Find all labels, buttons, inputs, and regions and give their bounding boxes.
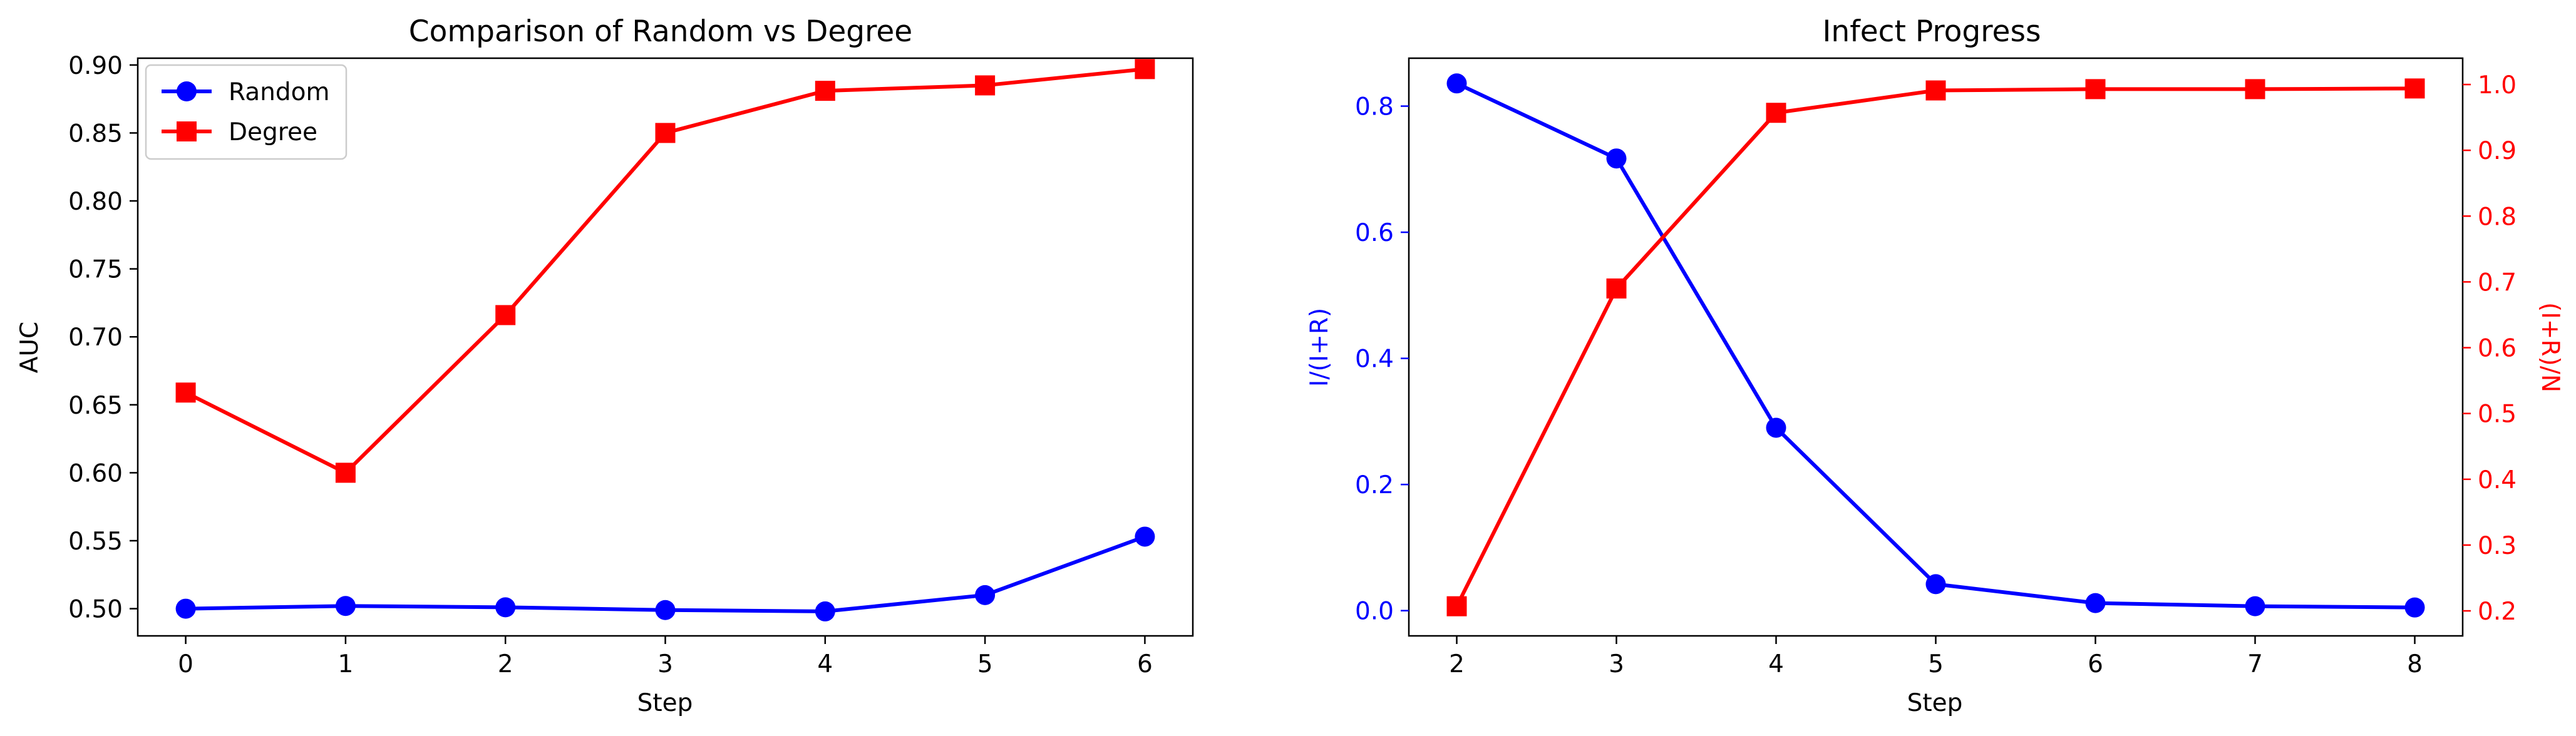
- x-tick-label: 3: [657, 650, 673, 678]
- infected-ratio-series-point: [1766, 417, 1786, 438]
- chart1-y-axis-label: AUC: [16, 322, 44, 373]
- chart2-title: Infect Progress: [1823, 14, 2041, 49]
- y2-tick-label: 0.9: [2478, 137, 2517, 165]
- chart-infect-progress: Infect Progress 0.0 0.2 0.4 0.6 0.8 0.2 0.3 0.…: [1306, 14, 2564, 717]
- y2-tick-label: 0.7: [2478, 268, 2517, 297]
- x-tick-label: 1: [337, 650, 353, 678]
- x-tick-label: 5: [1928, 650, 1944, 678]
- random-series-point: [335, 596, 356, 616]
- y-tick-label: 0.90: [68, 52, 123, 80]
- legend-random-marker: [177, 81, 197, 101]
- x-tick-label: 7: [2247, 650, 2263, 678]
- x-tick-label: 8: [2407, 650, 2423, 678]
- infected-ratio-series-point: [2404, 597, 2425, 618]
- infected-ratio-series-point: [1606, 148, 1627, 169]
- reached-ratio-series-line: [1455, 86, 2415, 608]
- degree-series-point: [495, 305, 516, 325]
- y2-tick-label: 0.3: [2478, 532, 2517, 560]
- infected-ratio-series-point: [1446, 73, 1467, 94]
- random-series-point: [1135, 526, 1155, 547]
- y-tick-label: 0.2: [1355, 471, 1394, 499]
- reached-ratio-series-point: [1925, 80, 1946, 101]
- y2-tick-label: 0.8: [2478, 203, 2517, 231]
- y-tick-label: 0.55: [68, 528, 123, 556]
- x-tick-label: 2: [498, 650, 513, 678]
- random-series-point: [175, 598, 196, 619]
- y2-tick-label: 1.0: [2478, 71, 2517, 100]
- x-tick-label: 4: [1768, 650, 1784, 678]
- y-tick-label: 0.65: [68, 392, 123, 420]
- reached-ratio-series-point: [1606, 278, 1627, 299]
- degree-series-point: [175, 382, 196, 403]
- y-tick-label: 0.60: [68, 459, 123, 488]
- reached-ratio-series-point: [1446, 596, 1467, 616]
- random-series-point: [975, 585, 996, 605]
- chart2-plot-frame: [1408, 57, 2464, 637]
- degree-series-point: [815, 81, 835, 101]
- x-tick-label: 4: [817, 650, 833, 678]
- x-tick-label: 3: [1609, 650, 1624, 678]
- chart2-right-y-axis-label: (I+R)/N: [2536, 302, 2564, 392]
- y-tick-label: 0.4: [1355, 345, 1394, 374]
- random-series-point: [815, 601, 835, 621]
- legend-random-label: Random: [229, 78, 329, 106]
- y-tick-label: 0.75: [68, 256, 123, 284]
- random-series-point: [655, 600, 676, 620]
- infected-ratio-series-point: [1925, 574, 1946, 595]
- chart1-title: Comparison of Random vs Degree: [409, 14, 912, 49]
- reached-ratio-series-point: [2085, 79, 2106, 100]
- y2-tick-label: 0.4: [2478, 466, 2517, 494]
- y2-tick-label: 0.2: [2478, 598, 2517, 626]
- degree-series-point: [1135, 59, 1155, 79]
- y-tick-label: 0.6: [1355, 219, 1394, 247]
- legend-degree-marker: [177, 121, 197, 141]
- degree-series-point: [335, 463, 356, 483]
- infected-ratio-series-point: [2245, 596, 2265, 616]
- random-series-point: [495, 597, 516, 618]
- chart1-legend: Random Degree: [145, 64, 348, 160]
- y-tick-label: 0.70: [68, 324, 123, 352]
- infected-ratio-series-point: [2085, 593, 2106, 613]
- y-tick-label: 0.8: [1355, 93, 1394, 121]
- x-tick-label: 0: [178, 650, 193, 678]
- reached-ratio-series-point: [1766, 103, 1786, 123]
- y-tick-label: 0.50: [68, 596, 123, 624]
- x-tick-label: 6: [1137, 650, 1153, 678]
- chart2-left-y-axis-label: I/(I+R): [1306, 308, 1334, 387]
- chart1-x-axis-label: Step: [637, 689, 693, 717]
- x-tick-label: 6: [2088, 650, 2103, 678]
- reached-ratio-series-point: [2404, 78, 2425, 99]
- chart-auc-comparison: Comparison of Random vs Degree 0.50 0.55 0…: [16, 14, 1194, 717]
- degree-series-point: [655, 123, 676, 143]
- y-tick-label: 0.80: [68, 188, 123, 216]
- infected-ratio-series-line: [1456, 81, 2415, 610]
- y-tick-label: 0.85: [68, 120, 123, 148]
- y2-tick-label: 0.5: [2478, 401, 2517, 429]
- chart2-x-axis-label: Step: [1907, 689, 1963, 717]
- x-tick-label: 2: [1449, 650, 1465, 678]
- y-tick-label: 0.0: [1355, 598, 1394, 626]
- y2-tick-label: 0.6: [2478, 335, 2517, 363]
- x-tick-label: 5: [977, 650, 993, 678]
- reached-ratio-series-point: [2245, 79, 2265, 100]
- legend-degree-label: Degree: [229, 118, 317, 146]
- degree-series-point: [975, 75, 996, 96]
